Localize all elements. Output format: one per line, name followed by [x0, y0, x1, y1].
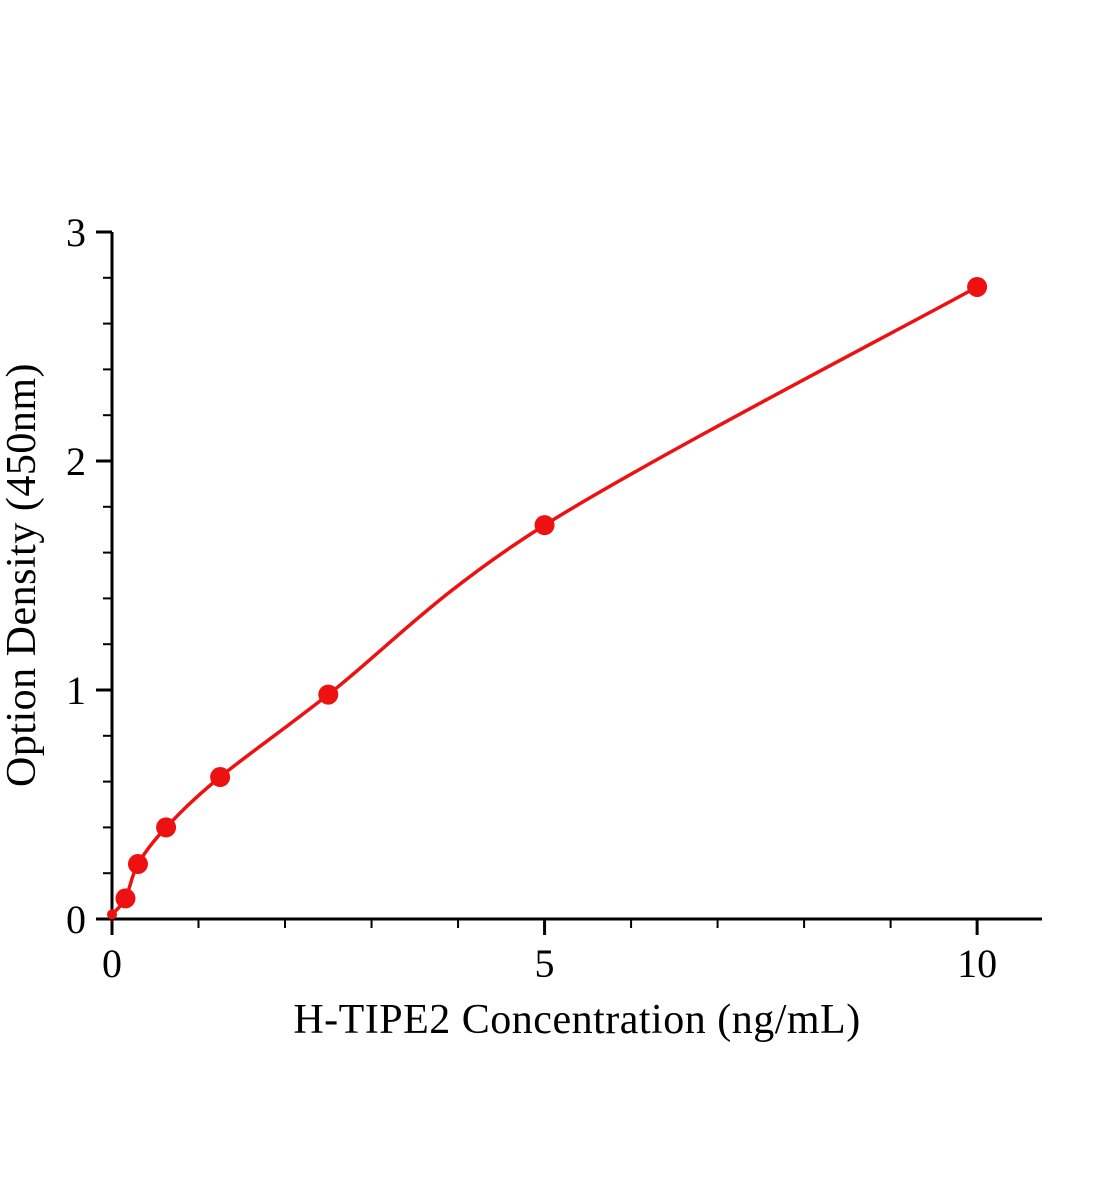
- y-tick-label: 2: [66, 439, 86, 484]
- y-tick-label: 1: [66, 668, 86, 713]
- x-tick-label: 5: [535, 941, 555, 986]
- y-tick-label: 0: [66, 897, 86, 942]
- data-point: [115, 888, 136, 909]
- fit-curve: [110, 285, 979, 917]
- x-axis-title: H-TIPE2 Concentration (ng/mL): [293, 997, 861, 1043]
- data-point: [210, 767, 231, 788]
- data-point: [156, 817, 177, 838]
- data-point: [318, 684, 339, 705]
- data-point: [127, 854, 148, 875]
- x-tick-label: 10: [957, 941, 997, 986]
- data-point: [107, 909, 117, 920]
- y-tick-label: 3: [66, 210, 86, 255]
- data-point: [534, 515, 555, 536]
- data-point: [967, 276, 988, 297]
- y-axis-title: Option Density (450nm): [0, 363, 45, 787]
- x-tick-label: 0: [102, 941, 122, 986]
